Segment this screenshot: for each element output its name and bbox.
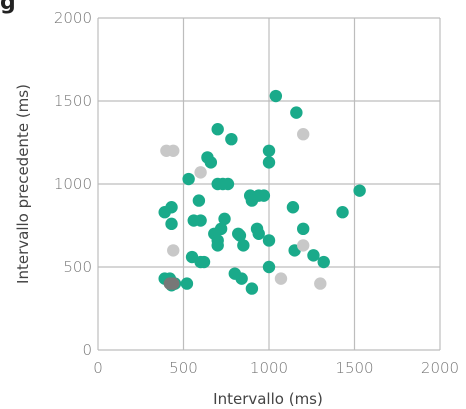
data-point [252,227,265,240]
data-point [167,144,180,157]
x-ticks: 0 500 1000 1500 2000 [93,359,459,377]
data-point [245,194,259,207]
data-point [297,128,310,141]
data-point [269,89,283,103]
data-point [274,272,288,285]
data-point [194,214,207,227]
data-point [317,255,330,269]
y-tick-label: 500 [63,258,92,276]
data-point [257,189,271,202]
data-point [225,132,238,146]
data-point [262,234,276,247]
data-point [165,217,178,231]
data-point [218,212,231,226]
data-point [353,184,366,197]
data-point [307,249,320,262]
x-tick-label: 0 [93,359,103,377]
chart-title-fragment: g [0,0,16,15]
x-tick-label: 1500 [335,359,373,377]
data-point [194,255,207,269]
data-point [297,222,310,236]
data-point [233,229,247,242]
y-tick-label: 0 [82,341,92,359]
y-ticks: 0 500 1000 1500 2000 [54,9,92,359]
data-point [192,194,206,207]
y-axis-label: Intervallo precedente (ms) [14,84,32,284]
data-point [221,177,235,191]
data-point [297,239,310,252]
data-point [194,166,207,179]
x-tick-label: 500 [169,359,198,377]
y-tick-label: 2000 [54,9,92,27]
data-point [262,156,276,169]
data-point [182,172,195,186]
data-point [336,206,349,219]
data-point [237,239,250,252]
y-tick-label: 1500 [54,92,92,110]
data-point [180,277,194,290]
y-tick-label: 1000 [54,175,92,193]
data-point [167,277,180,290]
grid [97,17,441,351]
data-point [245,282,259,295]
x-tick-label: 1000 [250,359,288,377]
data-point [286,201,300,214]
data-point [158,206,171,219]
data-point [262,144,276,157]
data-point [211,123,224,136]
points-layer [158,89,366,295]
data-point [314,277,327,290]
data-point [290,106,303,119]
data-point [235,272,248,285]
x-axis-label: Intervallo (ms) [213,390,323,408]
data-point [167,244,180,257]
data-point [211,239,224,252]
data-point [262,260,276,274]
x-tick-label: 2000 [421,359,459,377]
data-point [204,156,218,169]
